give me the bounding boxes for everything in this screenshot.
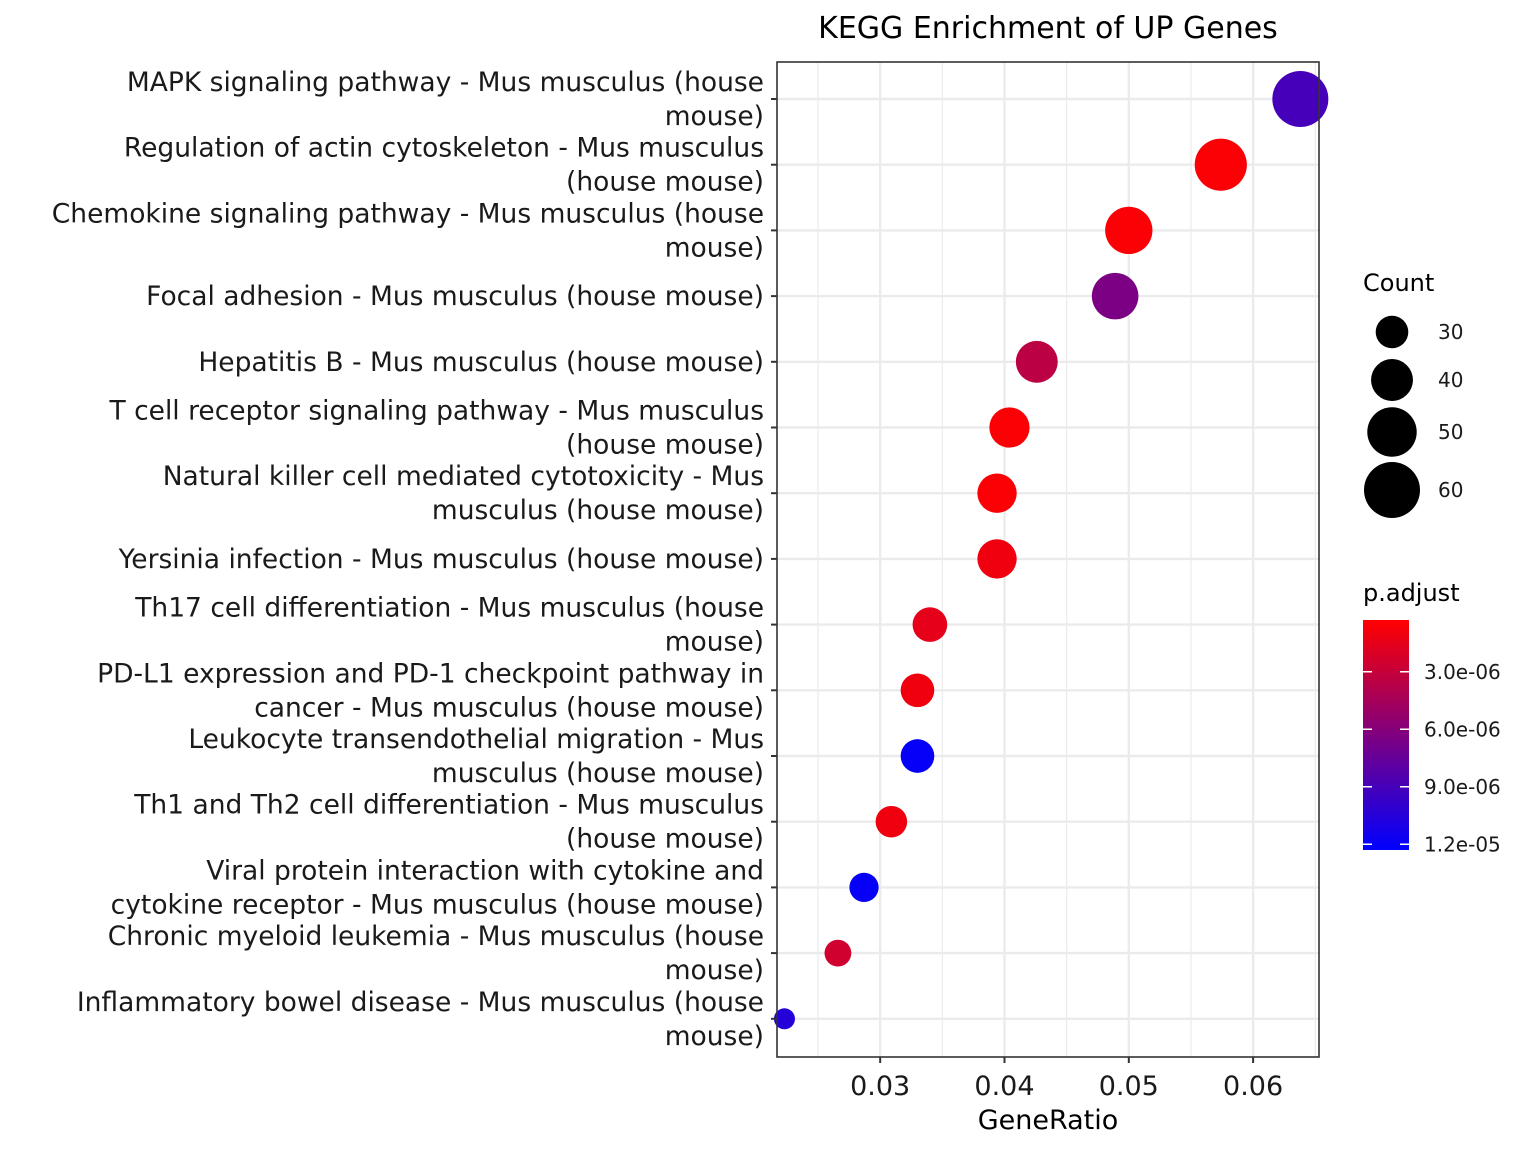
legend-p-adjust: p.adjust 3.0e-06 6.0e-06 9.0e-06 1.2e-05 xyxy=(1363,579,1501,856)
data-point xyxy=(824,939,852,967)
y-tick-label: (house mouse) xyxy=(566,430,764,461)
legend-count: Count 30 40 50 60 xyxy=(1363,269,1463,518)
y-tick-label: mouse) xyxy=(665,1021,764,1052)
data-points xyxy=(773,71,1329,1030)
y-tick-label: Th1 and Th2 cell differentiation - Mus m… xyxy=(133,790,764,821)
data-point xyxy=(875,805,908,838)
y-tick-label: mouse) xyxy=(665,627,764,658)
legend-size-key xyxy=(1367,407,1417,457)
data-point xyxy=(912,607,948,642)
y-tick-label: mouse) xyxy=(665,101,764,132)
legend-size-label: 50 xyxy=(1438,420,1463,444)
y-tick-label: (house mouse) xyxy=(566,167,764,198)
plot-panel xyxy=(773,61,1329,1058)
y-tick-label: musculus (house mouse) xyxy=(432,495,764,526)
data-point xyxy=(1091,272,1139,320)
y-tick-label: Focal adhesion - Mus musculus (house mou… xyxy=(146,281,764,312)
x-tick-label: 0.04 xyxy=(974,1071,1034,1102)
y-tick-label: cytokine receptor - Mus musculus (house … xyxy=(111,889,764,920)
legend-size-label: 40 xyxy=(1438,368,1463,392)
y-tick-label: PD-L1 expression and PD-1 checkpoint pat… xyxy=(97,658,764,689)
data-point xyxy=(849,872,879,903)
legend-color-label: 1.2e-05 xyxy=(1424,832,1501,856)
data-point xyxy=(900,673,935,708)
data-point xyxy=(1194,138,1247,191)
legend-colorbar xyxy=(1363,620,1409,850)
data-point xyxy=(900,739,935,773)
y-tick-label: Th17 cell differentiation - Mus musculus… xyxy=(134,593,764,624)
y-tick-label: Chronic myeloid leukemia - Mus musculus … xyxy=(108,921,764,952)
y-tick-label: (house mouse) xyxy=(566,824,764,855)
y-tick-label: musculus (house mouse) xyxy=(432,758,764,789)
y-tick-label: T cell receptor signaling pathway - Mus … xyxy=(108,396,764,427)
chart-title: KEGG Enrichment of UP Genes xyxy=(818,11,1278,46)
x-tick-label: 0.03 xyxy=(850,1071,910,1102)
legend-color-label: 9.0e-06 xyxy=(1424,775,1501,799)
data-point xyxy=(977,539,1017,579)
data-point xyxy=(989,407,1030,448)
y-tick-label: Natural killer cell mediated cytotoxicit… xyxy=(163,461,764,492)
data-point xyxy=(773,1008,795,1030)
legend-size-label: 30 xyxy=(1438,320,1463,344)
y-tick-label: Yersinia infection - Mus musculus (house… xyxy=(118,544,764,575)
y-axis-labels: MAPK signaling pathway - Mus musculus (h… xyxy=(52,67,777,1052)
legend-size-key xyxy=(1375,315,1409,349)
y-tick-label: mouse) xyxy=(665,955,764,986)
y-tick-label: Leukocyte transendothelial migration - M… xyxy=(188,724,764,755)
legend-color-label: 3.0e-06 xyxy=(1424,660,1501,684)
x-tick-label: 0.05 xyxy=(1099,1071,1159,1102)
legend-size-key xyxy=(1371,359,1413,401)
data-point xyxy=(1015,340,1058,383)
y-tick-label: MAPK signaling pathway - Mus musculus (h… xyxy=(127,67,764,98)
legend-color-label: 6.0e-06 xyxy=(1424,717,1501,741)
legend-size-label: 60 xyxy=(1438,478,1463,502)
data-point xyxy=(977,473,1017,513)
y-tick-label: mouse) xyxy=(665,232,764,263)
y-tick-label: Viral protein interaction with cytokine … xyxy=(206,855,764,886)
legend-count-title: Count xyxy=(1363,269,1434,297)
data-point xyxy=(1105,206,1153,255)
data-point xyxy=(1272,71,1329,127)
y-tick-label: Inflammatory bowel disease - Mus musculu… xyxy=(77,987,764,1018)
y-tick-label: Regulation of actin cytoskeleton - Mus m… xyxy=(124,133,764,164)
y-tick-label: Hepatitis B - Mus musculus (house mouse) xyxy=(198,347,764,378)
y-tick-label: cancer - Mus musculus (house mouse) xyxy=(254,692,764,723)
x-axis: 0.03 0.04 0.05 0.06 xyxy=(850,1057,1283,1102)
x-axis-title: GeneRatio xyxy=(978,1105,1119,1136)
y-tick-label: Chemokine signaling pathway - Mus muscul… xyxy=(52,198,764,229)
legend-p-adjust-title: p.adjust xyxy=(1363,579,1460,607)
legend-size-key xyxy=(1364,462,1420,518)
x-tick-label: 0.06 xyxy=(1223,1071,1283,1102)
